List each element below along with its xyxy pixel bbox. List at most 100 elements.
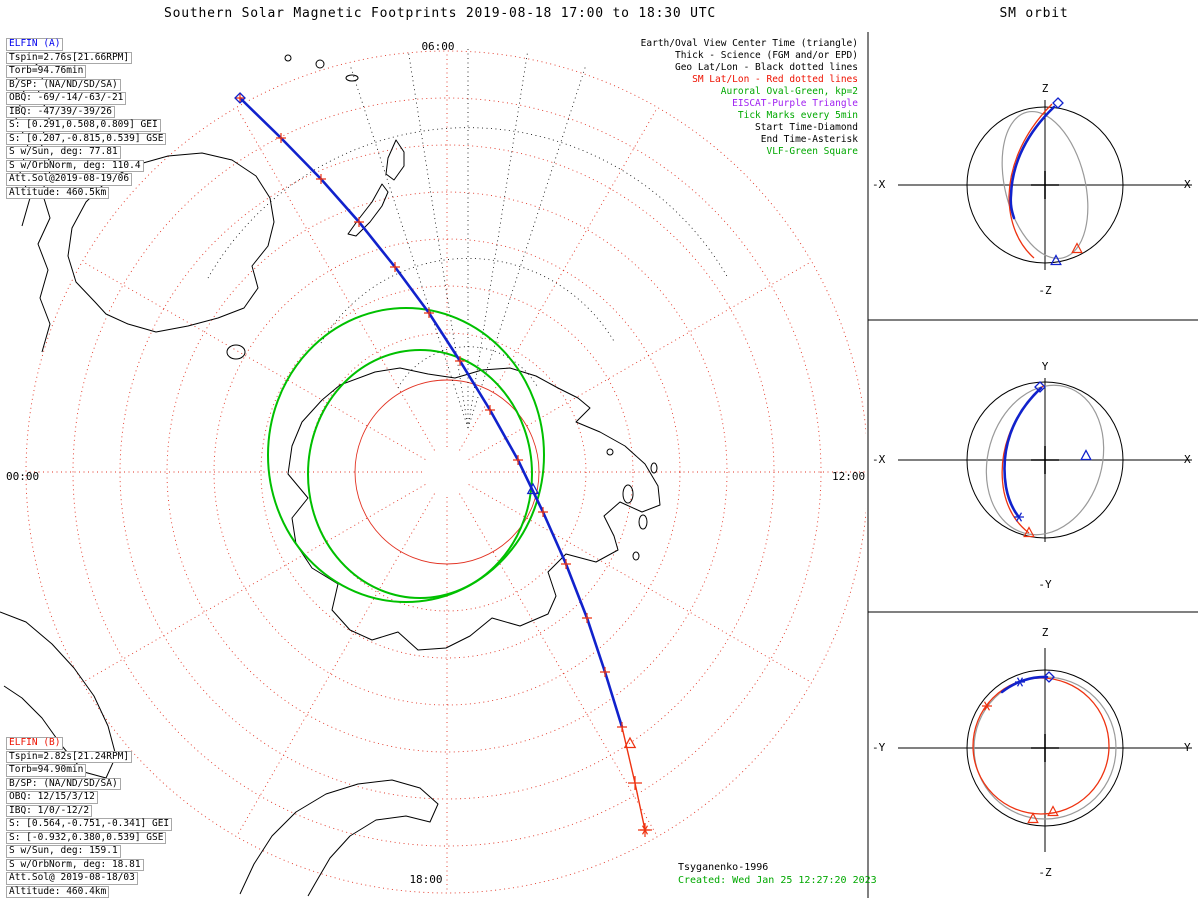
sm-orbit-panel-yz bbox=[898, 648, 1192, 852]
island bbox=[606, 448, 614, 456]
elfin-a-orbit-arc bbox=[1009, 105, 1056, 220]
island bbox=[284, 54, 292, 62]
orbit-projection-gray bbox=[1001, 110, 1089, 260]
mlt-label-right: 12:00 bbox=[832, 470, 866, 483]
elfin-a-param: Att.Sol@2019-08-19/06 bbox=[6, 173, 133, 186]
elfin-b-param: IBQ: 1/0/-12/2 bbox=[6, 804, 93, 817]
panel2-axis-top-label: Y bbox=[1041, 360, 1049, 373]
panel1-axis-bottom-label: -Z bbox=[1038, 284, 1052, 297]
legend-item: End Time-Asterisk bbox=[760, 134, 858, 145]
panel2-axis-bottom-label: -Y bbox=[1038, 578, 1052, 591]
elfin-b-param: OBQ: 12/15/3/12 bbox=[6, 791, 98, 804]
panel1-axis-left-label: -X bbox=[872, 178, 886, 191]
elfin-a-param: Tspin=2.76s[21.66RPM] bbox=[6, 51, 133, 64]
elfin-a-param: S: [0.291,0.508,0.809] GEI bbox=[6, 119, 161, 132]
earth-circle bbox=[966, 106, 1124, 264]
sm-latlon-grid bbox=[25, 50, 866, 894]
elfin-b-info-block: ELFIN (B) Tspin=2.82s[21.24RPM] Torb=94.… bbox=[6, 737, 173, 899]
mlt-label-bottom: 18:00 bbox=[409, 873, 443, 886]
elfin-b-param: S w/OrbNorm, deg: 18.81 bbox=[6, 858, 144, 871]
geo-latitude-arc bbox=[397, 346, 539, 389]
island bbox=[650, 462, 658, 474]
elfin-a-param: B/SP: (NA/ND/SD/SA) bbox=[6, 78, 121, 91]
elfin-a-param: Torb=94.76min bbox=[6, 65, 87, 78]
elfin-a-orbit-arc bbox=[1003, 386, 1043, 518]
sm-orbit-panel-xy bbox=[898, 378, 1192, 542]
elfin-a-param: IBQ: -47/39/-39/26 bbox=[6, 105, 115, 118]
triangle-marker bbox=[1071, 242, 1083, 254]
earth-circle bbox=[966, 669, 1124, 827]
geo-latlon-grid bbox=[207, 48, 729, 429]
elfin-b-title: ELFIN (B) bbox=[6, 737, 64, 750]
panel1-axis-top-label: Z bbox=[1041, 82, 1049, 95]
end-asterisk-marker bbox=[1014, 512, 1024, 522]
elfin-b-param: Tspin=2.82s[21.24RPM] bbox=[6, 750, 133, 763]
australia-coastline bbox=[67, 152, 275, 333]
created-timestamp: Created: Wed Jan 25 12:27:20 2023 bbox=[678, 875, 877, 886]
new-zealand-south-island bbox=[347, 183, 389, 237]
elfin-a-title: ELFIN (A) bbox=[6, 38, 64, 51]
mlt-label-left: 00:00 bbox=[6, 470, 40, 483]
start-diamond-marker bbox=[1043, 671, 1055, 683]
legend-item: VLF-Green Square bbox=[766, 146, 858, 157]
elfin-a-info-block: ELFIN (A) Tspin=2.76s[21.66RPM] Torb=94.… bbox=[6, 38, 167, 200]
panel2-axis-right-label: X bbox=[1184, 453, 1191, 466]
elfin-b-param: S w/Sun, deg: 159.1 bbox=[6, 845, 121, 858]
elfin-b-param: Altitude: 460.4km bbox=[6, 885, 110, 898]
antarctica-coastline bbox=[287, 367, 661, 651]
geo-latitude-arc bbox=[207, 127, 729, 279]
triangle-marker bbox=[1080, 449, 1092, 461]
legend-item: Earth/Oval View Center Time (triangle) bbox=[640, 38, 858, 49]
triangle-marker bbox=[1047, 805, 1059, 817]
start-diamond-marker bbox=[1034, 381, 1046, 393]
geo-latitude-arc bbox=[320, 258, 616, 344]
panel1-axis-right-label: X bbox=[1184, 178, 1191, 191]
satellite-footprint-track bbox=[234, 92, 652, 837]
map-legend: Earth/Oval View Center Time (triangle) T… bbox=[558, 38, 858, 158]
legend-item: Tick Marks every 5min bbox=[737, 110, 858, 121]
panel3-axis-right-label: Y bbox=[1184, 741, 1191, 754]
elfin-a-param: S: [0.207,-0.815,0.539] GSE bbox=[6, 132, 167, 145]
asterisk-marker bbox=[982, 701, 992, 711]
island bbox=[315, 59, 325, 69]
elfin-b-param: S: [-0.932,0.380,0.539] GSE bbox=[6, 831, 167, 844]
panel3-axis-left-label: -Y bbox=[872, 741, 886, 754]
elfin-b-param: Torb=94.90min bbox=[6, 764, 87, 777]
elfin-b-param: S: [0.564,-0.751,-0.341] GEI bbox=[6, 818, 173, 831]
elfin-b-param: B/SP: (NA/ND/SD/SA) bbox=[6, 777, 121, 790]
triangle-marker bbox=[1050, 254, 1062, 266]
elfin-a-param: OBQ: -69/-14/-63/-21 bbox=[6, 92, 127, 105]
legend-item: Auroral Oval-Green, kp=2 bbox=[720, 86, 858, 97]
triangle-marker bbox=[1027, 812, 1039, 824]
legend-item: SM Lat/Lon - Red dotted lines bbox=[692, 74, 858, 85]
legend-item: Thick - Science (FGM and/or EPD) bbox=[674, 50, 858, 61]
orbit-projection-gray bbox=[985, 384, 1105, 536]
legend-item: Geo Lat/Lon - Black dotted lines bbox=[674, 62, 858, 73]
island bbox=[622, 484, 634, 504]
elfin-b-orbit-arc bbox=[1008, 103, 1053, 259]
new-zealand-north-island bbox=[385, 139, 405, 181]
field-model-label: Tsyganenko-1996 bbox=[678, 862, 769, 873]
panel3-axis-bottom-label: -Z bbox=[1038, 866, 1052, 879]
asterisk-marker bbox=[1015, 677, 1025, 687]
legend-item: EISCAT-Purple Triangle bbox=[732, 98, 858, 109]
page-title: Southern Solar Magnetic Footprints 2019-… bbox=[163, 6, 717, 21]
legend-item: Start Time-Diamond bbox=[755, 122, 858, 133]
tasmania-coastline bbox=[226, 344, 246, 360]
elfin-a-param: Altitude: 460.5km bbox=[6, 186, 110, 199]
start-diamond-marker bbox=[1052, 97, 1064, 109]
earth-circle bbox=[966, 381, 1124, 539]
elfin-a-param: S w/OrbNorm, deg: 110.4 bbox=[6, 159, 144, 172]
mlt-label-top: 06:00 bbox=[421, 40, 455, 53]
panel2-axis-left-label: -X bbox=[872, 453, 886, 466]
elfin-b-param: Att.Sol@ 2019-08-18/03 bbox=[6, 872, 138, 885]
sm-orbit-title: SM orbit bbox=[999, 6, 1069, 21]
panel3-axis-top-label: Z bbox=[1041, 626, 1049, 639]
island bbox=[632, 551, 640, 561]
sm-orbit-panel-xz bbox=[898, 97, 1192, 270]
island bbox=[345, 74, 359, 82]
elfin-a-param: S w/Sun, deg: 77.81 bbox=[6, 146, 121, 159]
auroral-oval bbox=[267, 307, 545, 603]
